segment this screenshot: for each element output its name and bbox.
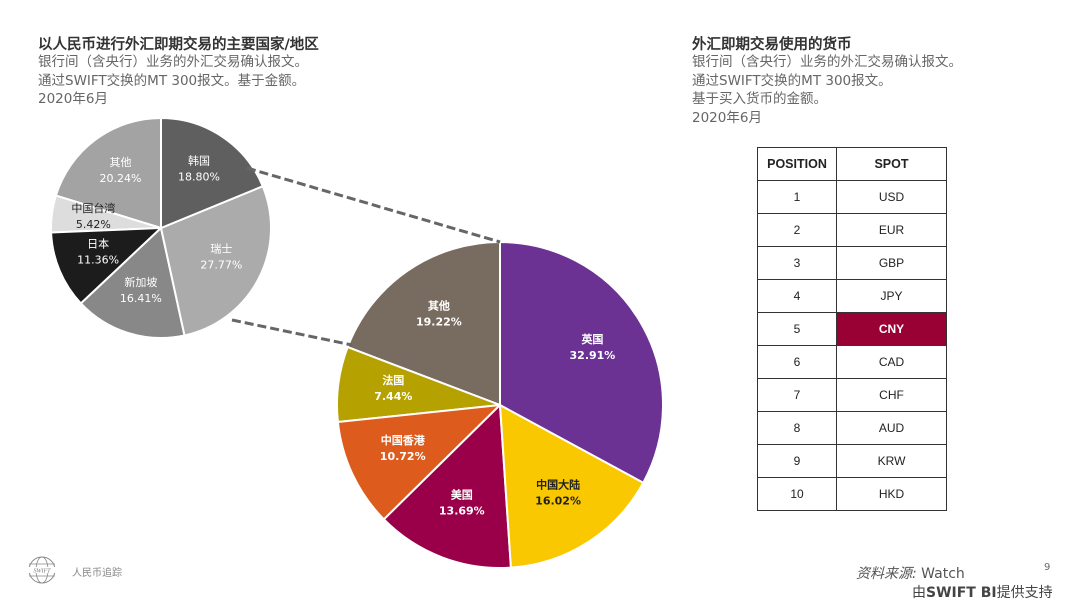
- table-row: 10 HKD: [757, 477, 947, 511]
- slice-label: 其他: [109, 156, 131, 169]
- data-label: 11.36%: [77, 253, 119, 266]
- table-row: 4 JPY: [757, 279, 947, 313]
- data-label: 27.77%: [200, 259, 242, 272]
- pie-slice: [336, 403, 503, 521]
- data-label: 19.22%: [416, 315, 462, 328]
- spot-cell: CNY: [836, 312, 947, 346]
- data-label: 7.44%: [374, 390, 412, 403]
- slice-label: 瑞士: [210, 242, 232, 256]
- data-label: 18.80%: [178, 170, 220, 183]
- by-prefix: 由: [912, 585, 926, 601]
- connector-line: [246, 166, 501, 244]
- right-subtitle: 银行间（含央行）业务的外汇交易确认报文。 通过SWIFT交换的MT 300报文。…: [692, 53, 962, 127]
- slice-label: 韩国: [188, 153, 210, 167]
- pie-slice: [54, 116, 162, 230]
- spot-cell: KRW: [836, 444, 947, 478]
- table-row: 9 KRW: [757, 444, 947, 478]
- subtitle-line: 基于买入货币的金额。: [692, 91, 827, 107]
- page-number: 9: [1044, 562, 1051, 573]
- by-brand: SWIFT BI: [926, 585, 997, 601]
- slice-label: 中国香港: [381, 433, 426, 447]
- report-name: 人民币追踪: [72, 568, 122, 579]
- pie-slice: [79, 226, 186, 339]
- subtitle-line: 2020年6月: [692, 109, 762, 126]
- source-prefix: 资料来源:: [856, 566, 922, 582]
- spot-cell: JPY: [836, 279, 947, 313]
- pie-slice: [499, 240, 664, 485]
- left-chart-title: 以人民币进行外汇即期交易的主要国家/地区: [38, 37, 319, 53]
- position-cell: 5: [757, 312, 837, 346]
- table-row: 6 CAD: [757, 345, 947, 379]
- header-position: POSITION: [757, 147, 837, 181]
- data-label: 16.02%: [535, 495, 581, 508]
- data-label: 20.24%: [100, 172, 142, 185]
- table-row: 5 CNY: [757, 312, 947, 346]
- position-cell: 4: [757, 279, 837, 313]
- powered-by: 由SWIFT BI提供支持: [912, 582, 1053, 602]
- pie-slice: [50, 226, 164, 305]
- data-label: 32.91%: [570, 349, 616, 362]
- slice-label: 中国台湾: [71, 201, 115, 215]
- spot-cell: CAD: [836, 345, 947, 379]
- spot-cell: HKD: [836, 477, 947, 511]
- slice-label: 新加坡: [124, 275, 157, 289]
- subtitle-line: 通过SWIFT交换的MT 300报文。: [692, 72, 892, 89]
- slice-label: 其他: [428, 298, 450, 312]
- pie-slice: [346, 240, 501, 407]
- currency-ranking-table: POSITION SPOT 1 USD 2 EUR 3 GBP 4 JPY 5 CNY 6 CAD 7 C…: [757, 147, 947, 511]
- table-row: 7 CHF: [757, 378, 947, 412]
- subtitle-line: 银行间（含央行）业务的外汇交易确认报文。: [692, 54, 962, 70]
- position-cell: 2: [757, 213, 837, 247]
- right-title: 外汇即期交易使用的货币: [692, 37, 852, 53]
- pie-slice: [382, 402, 513, 569]
- spot-cell: GBP: [836, 246, 947, 280]
- position-cell: 7: [757, 378, 837, 412]
- header-spot: SPOT: [836, 147, 947, 181]
- table-row: 2 EUR: [757, 213, 947, 247]
- position-cell: 3: [757, 246, 837, 280]
- subtitle-line: 2020年6月: [38, 91, 108, 107]
- slice-label: 日本: [87, 236, 109, 250]
- data-label: 16.41%: [120, 292, 162, 305]
- table-row: 8 AUD: [757, 411, 947, 445]
- slice-label: 法国: [382, 373, 404, 387]
- pie-slice: [160, 116, 265, 230]
- slice-label: 美国: [451, 488, 473, 502]
- position-cell: 9: [757, 444, 837, 478]
- table-row: 1 USD: [757, 180, 947, 214]
- slice-label: 中国大陆: [536, 478, 580, 492]
- spot-cell: AUD: [836, 411, 947, 445]
- pie-slice: [159, 184, 272, 337]
- svg-text:SWIFT: SWIFT: [34, 569, 52, 575]
- subtitle-line: 通过SWIFT交换的MT 300报文。基于金额。: [38, 72, 306, 89]
- subtitle-line: 银行间（含央行）业务的外汇交易确认报文。: [38, 54, 308, 70]
- slice-label: 英国: [580, 332, 603, 346]
- left-chart-subtitle: 银行间（含央行）业务的外汇交易确认报文。 通过SWIFT交换的MT 300报文。…: [38, 53, 308, 109]
- spot-cell: EUR: [836, 213, 947, 247]
- position-cell: 8: [757, 411, 837, 445]
- data-label: 5.42%: [76, 218, 111, 231]
- by-suffix: 提供支持: [996, 585, 1053, 601]
- position-cell: 6: [757, 345, 837, 379]
- data-label: 10.72%: [380, 450, 426, 463]
- source-note: 资料来源: Watch: [856, 563, 965, 583]
- position-cell: 10: [757, 477, 837, 511]
- connector-line: [231, 318, 353, 347]
- data-label: 13.69%: [439, 505, 485, 518]
- spot-cell: CHF: [836, 378, 947, 412]
- swift-logo-icon: SWIFT: [28, 556, 56, 584]
- source-name: Watch: [921, 566, 965, 582]
- pie-slice: [498, 403, 645, 569]
- spot-cell: USD: [836, 180, 947, 214]
- position-cell: 1: [757, 180, 837, 214]
- table-row: 3 GBP: [757, 246, 947, 280]
